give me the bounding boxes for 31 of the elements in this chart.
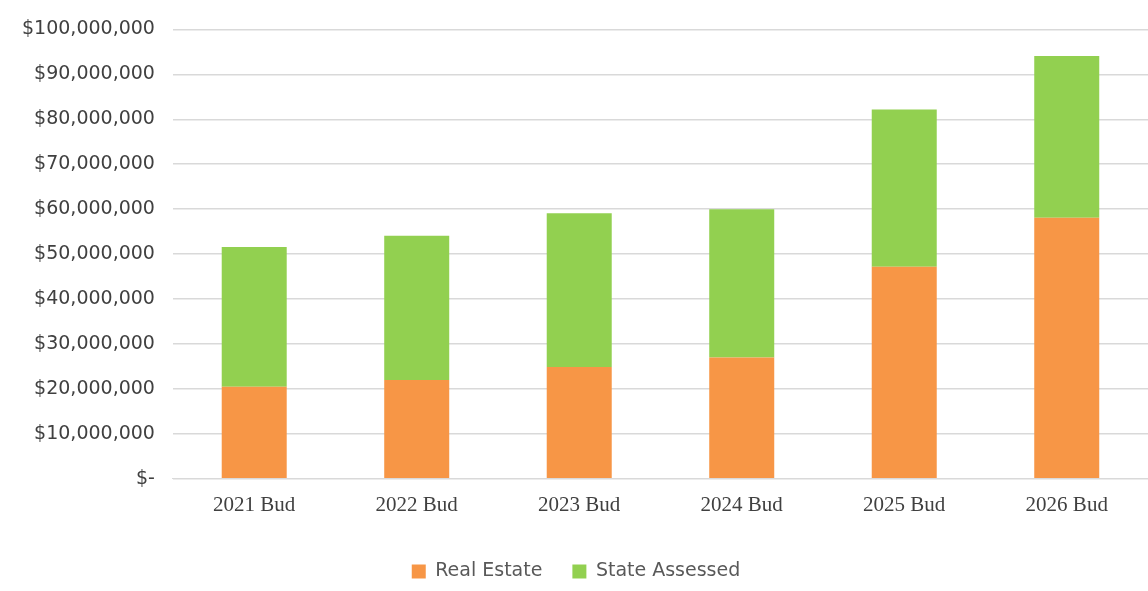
bar: [1034, 55, 1100, 218]
bar: [221, 246, 287, 387]
y-tick-label: $70,000,000: [34, 151, 155, 174]
y-tick-label: $-: [136, 465, 155, 488]
bar: [384, 235, 450, 380]
legend-label: Real Estate: [435, 558, 543, 581]
x-tick-label: 2024 Bud: [700, 491, 784, 516]
bar: [709, 209, 775, 358]
y-tick-label: $20,000,000: [34, 375, 155, 398]
bar: [221, 386, 287, 479]
y-tick-label: $90,000,000: [34, 61, 155, 84]
y-tick-label: $50,000,000: [34, 241, 155, 264]
y-tick-label: $100,000,000: [21, 16, 155, 39]
y-tick-label: $60,000,000: [34, 196, 155, 219]
bar: [384, 379, 450, 479]
x-tick-label: 2026 Bud: [1025, 491, 1109, 516]
y-tick-label: $30,000,000: [34, 330, 155, 353]
y-tick-label: $10,000,000: [34, 420, 155, 443]
bar: [871, 266, 937, 479]
y-tick-label: $80,000,000: [34, 106, 155, 129]
x-tick-label: 2021 Bud: [213, 491, 296, 516]
bar: [546, 366, 612, 479]
x-tick-label: 2022 Bud: [375, 491, 459, 516]
bar: [1034, 217, 1100, 479]
x-tick-label: 2023 Bud: [538, 491, 621, 516]
x-tick-label: 2025 Bud: [863, 491, 946, 516]
bar: [546, 213, 612, 367]
bar: [871, 109, 937, 267]
bar: [709, 357, 775, 479]
legend-label: State Assessed: [595, 558, 741, 581]
y-tick-label: $40,000,000: [34, 285, 155, 308]
